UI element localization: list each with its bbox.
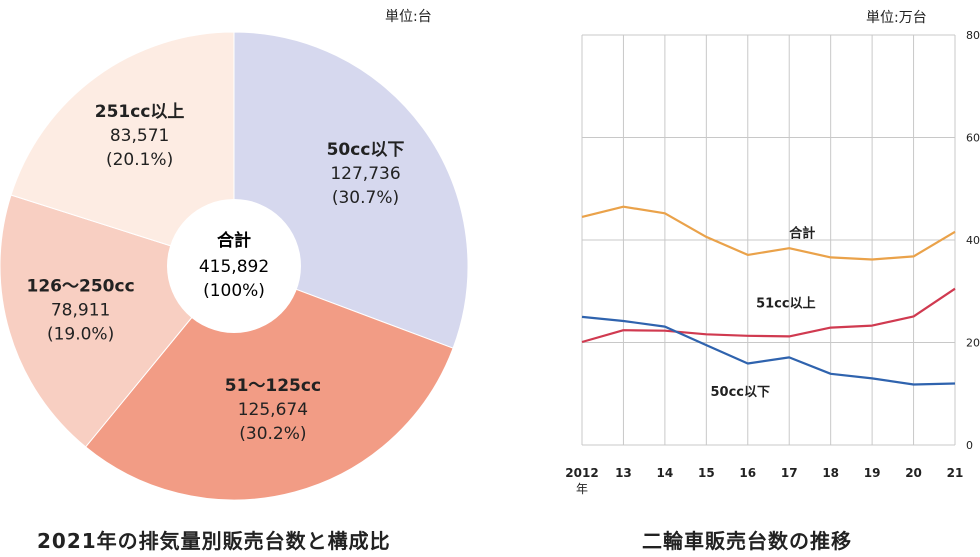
y-tick-label: 60 (966, 132, 980, 145)
pie-chart: 50cc以下 127,736 (30.7%) 51～125cc 125,674 (30.2… (0, 31, 469, 501)
pie-slice-value: 78,911 (51, 300, 110, 320)
y-tick-label: 40 (966, 234, 980, 247)
x-tick-label: 2012 (565, 466, 598, 480)
series-line (581, 315, 956, 386)
y-tick-label: 80 (966, 29, 980, 42)
y-tick-label: 0 (966, 439, 973, 452)
series-label: 合計 (789, 225, 815, 241)
x-tick-label: 19 (864, 466, 881, 480)
pie-total-percent: (100%) (203, 281, 265, 301)
pie-slice-percent: (20.1%) (106, 150, 173, 170)
line-caption: 二輪車販売台数の推移 (642, 529, 852, 553)
x-tick-label: 16 (739, 466, 756, 480)
x-tick-label: 20 (905, 466, 922, 480)
x-year-suffix: 年 (576, 482, 588, 496)
x-tick-label: 15 (698, 466, 715, 480)
x-tick-label: 13 (615, 466, 632, 480)
pie-slice-value: 83,571 (110, 126, 169, 146)
series-label: 50cc以下 (711, 385, 771, 400)
pie-slice-value: 125,674 (238, 400, 308, 420)
x-tick-label: 17 (781, 466, 798, 480)
pie-caption: 2021年の排気量別販売台数と構成比 (37, 529, 391, 553)
x-tick-label: 14 (657, 466, 674, 480)
y-tick-label: 20 (966, 337, 980, 350)
series-label: 51cc以上 (756, 297, 816, 312)
line-chart: 0 20 40 60 80 2012 13 14 15 16 17 18 19 20 21 年 合計 51cc以… (565, 29, 980, 496)
pie-total-value: 415,892 (199, 257, 269, 277)
series-line (581, 205, 956, 261)
pie-slice-label: 251cc以上 (95, 102, 185, 122)
pie-center-hole (167, 199, 301, 333)
pie-slice-percent: (30.2%) (239, 424, 306, 444)
pie-slice-percent: (19.0%) (47, 324, 114, 344)
pie-total-label: 合計 (217, 230, 251, 251)
line-unit-label: 単位:万台 (866, 10, 927, 26)
pie-slice-label: 51～125cc (225, 376, 321, 396)
x-tick-label: 18 (822, 466, 839, 480)
series-line (581, 287, 956, 344)
pie-slice (84, 265, 454, 501)
pie-slice-percent: (30.7%) (332, 188, 399, 208)
x-tick-label: 21 (947, 466, 964, 480)
pie-unit-label: 単位:台 (385, 9, 432, 25)
pie-slice-label: 126～250cc (27, 276, 135, 296)
pie-slice-label: 50cc以下 (327, 140, 405, 160)
pie-slice (10, 31, 235, 267)
pie-slice-value: 127,736 (330, 164, 400, 184)
